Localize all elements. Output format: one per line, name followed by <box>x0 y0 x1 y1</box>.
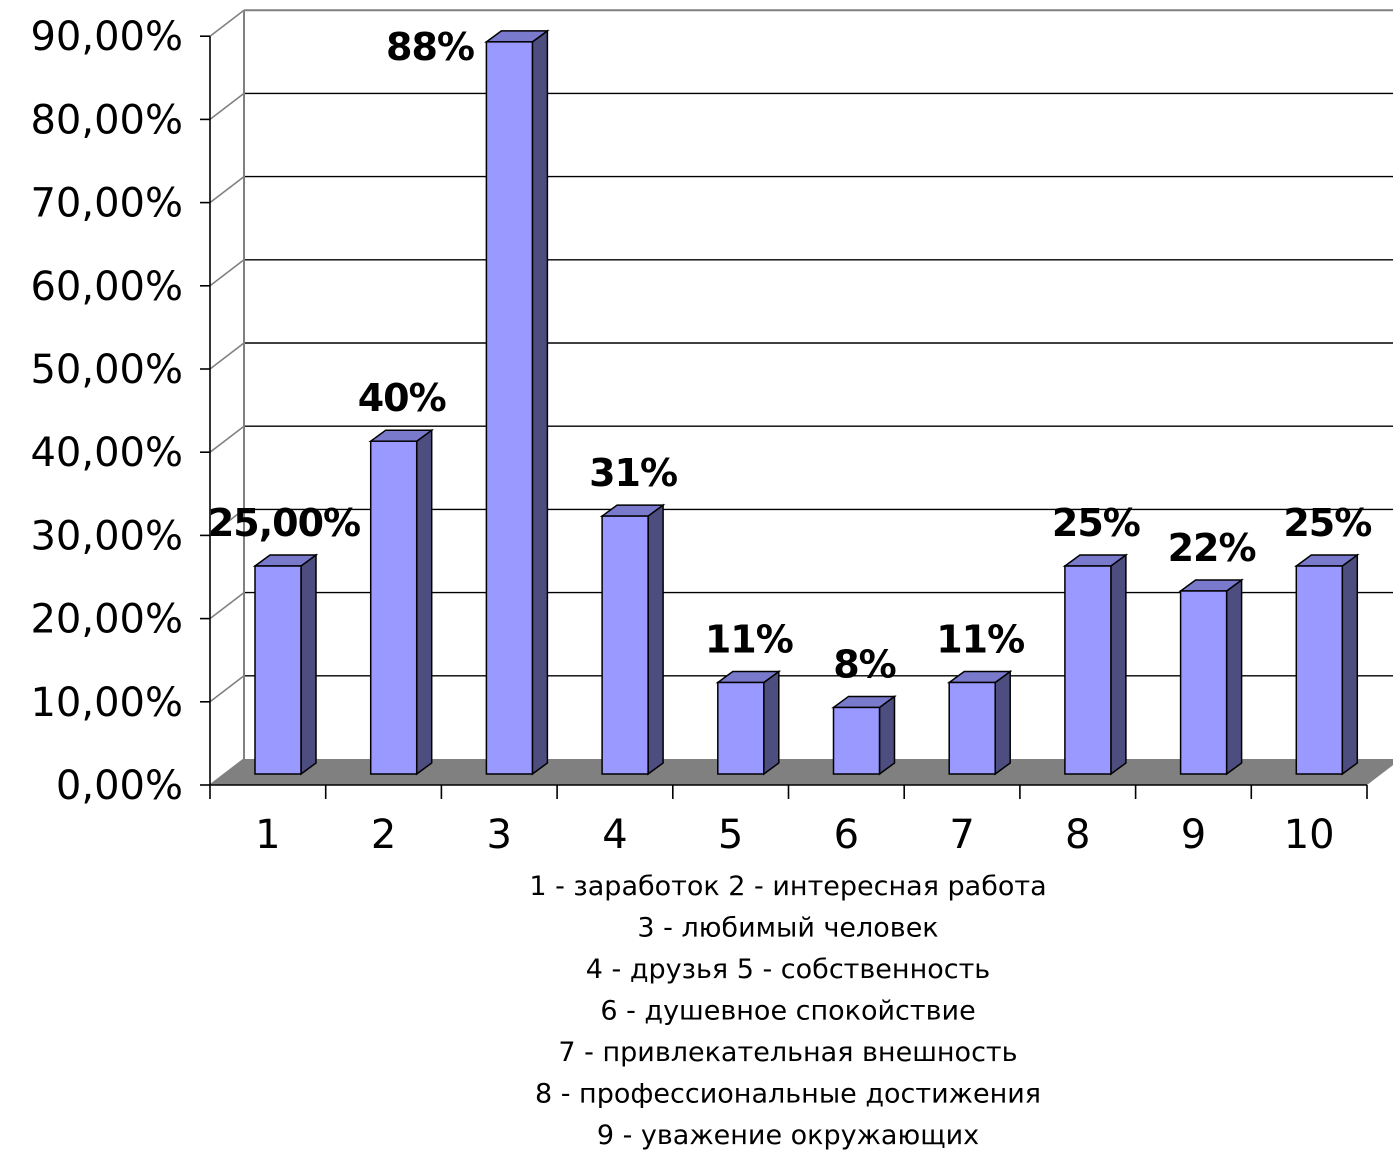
y-tick-label: 20,00% <box>30 597 183 643</box>
y-tick-label: 70,00% <box>30 181 183 227</box>
data-label: 8% <box>833 642 896 686</box>
bar <box>1178 578 1244 776</box>
bar-front <box>1295 565 1344 775</box>
x-tick-label: 4 <box>602 812 627 858</box>
bar <box>252 553 319 776</box>
bar-front <box>369 440 418 775</box>
data-label: 25,00% <box>208 501 360 545</box>
side-wall-tick <box>209 591 245 620</box>
side-wall-tick <box>209 508 245 537</box>
side-wall-tick <box>209 675 245 703</box>
y-tick-label: 0,00% <box>56 763 183 809</box>
bar-front <box>1179 590 1228 775</box>
bar-side <box>878 694 896 776</box>
x-tick-label: 10 <box>1284 812 1335 858</box>
caption-line: 4 - друзья 5 - собственность <box>586 954 990 985</box>
caption: 1 - заработок 2 - интересная работа 3 - л… <box>529 871 1046 1150</box>
data-label: 11% <box>936 617 1024 661</box>
data-label: 11% <box>705 617 793 661</box>
x-tick-label: 3 <box>487 812 512 858</box>
x-tick-label: 5 <box>718 812 743 858</box>
bar-front <box>948 681 996 775</box>
side-wall-tick <box>209 175 245 204</box>
caption-line: 3 - любимый человек <box>637 913 938 944</box>
caption-line: 6 - душевное спокойствие <box>600 996 975 1027</box>
y-tick-label: 40,00% <box>30 430 183 476</box>
bar-front <box>485 41 534 775</box>
bar-front <box>717 681 765 775</box>
x-tick-label: 7 <box>949 812 974 858</box>
bar <box>946 669 1013 776</box>
data-label: 31% <box>589 451 677 495</box>
bar <box>368 428 434 776</box>
bar <box>715 669 782 776</box>
y-tick-labels: 0,00% 10,00% 20,00% 30,00% 40,00% 50,00% 60,00… <box>30 14 183 809</box>
bar-front <box>254 565 302 775</box>
side-wall-tick <box>209 92 245 121</box>
x-tick-label: 1 <box>255 812 280 858</box>
bar-side <box>763 669 780 776</box>
bar-front <box>601 515 649 775</box>
bar <box>1294 553 1360 776</box>
data-label: 25% <box>1283 501 1371 545</box>
y-tick-label: 30,00% <box>30 513 183 559</box>
bar-front <box>1064 565 1112 775</box>
data-label: 88% <box>386 25 474 69</box>
side-wall-tick <box>209 425 245 453</box>
axes <box>200 9 1393 799</box>
x-tick-label: 8 <box>1065 812 1090 858</box>
bar-side <box>1110 553 1127 776</box>
caption-line: 9 - уважение окружающих <box>597 1120 979 1150</box>
caption-line: 1 - заработок 2 - интересная работа <box>529 871 1046 902</box>
data-label: 40% <box>358 376 446 420</box>
x-tick-label: 6 <box>834 812 859 858</box>
side-wall-tick <box>209 9 245 37</box>
side-wall-tick <box>209 259 245 287</box>
bar-side <box>647 503 664 776</box>
bar <box>831 694 897 776</box>
caption-line: 8 - профессиональные достижения <box>535 1079 1041 1110</box>
bar-front <box>832 706 881 775</box>
x-tick-labels: 1 2 3 4 5 6 7 8 9 10 <box>255 812 1334 858</box>
bar-side <box>531 29 549 776</box>
data-label: 22% <box>1168 526 1256 570</box>
x-tick-label: 9 <box>1181 812 1206 858</box>
data-labels: 25,00% 40% 88% 31% 11% 8% 11% 25% 22% 25% <box>208 25 1372 687</box>
y-tick-label: 50,00% <box>30 347 183 393</box>
caption-line: 7 - привлекательная внешность <box>558 1037 1017 1068</box>
y-tick-label: 60,00% <box>30 264 183 310</box>
bar-side <box>300 553 317 776</box>
bars <box>252 29 1360 776</box>
x-tick-label: 2 <box>371 812 396 858</box>
bar-side <box>1341 553 1359 776</box>
bar <box>484 29 550 776</box>
bar-side <box>1225 578 1243 776</box>
bar <box>1062 553 1129 776</box>
y-tick-label: 10,00% <box>30 680 183 726</box>
data-label: 25% <box>1052 501 1140 545</box>
bar <box>599 503 666 776</box>
side-wall-tick <box>209 758 245 786</box>
y-tick-label: 90,00% <box>30 14 183 60</box>
y-tick-label: 80,00% <box>30 97 183 143</box>
bar-side <box>994 669 1011 776</box>
bar-side <box>415 428 433 776</box>
side-wall-tick <box>209 342 245 370</box>
